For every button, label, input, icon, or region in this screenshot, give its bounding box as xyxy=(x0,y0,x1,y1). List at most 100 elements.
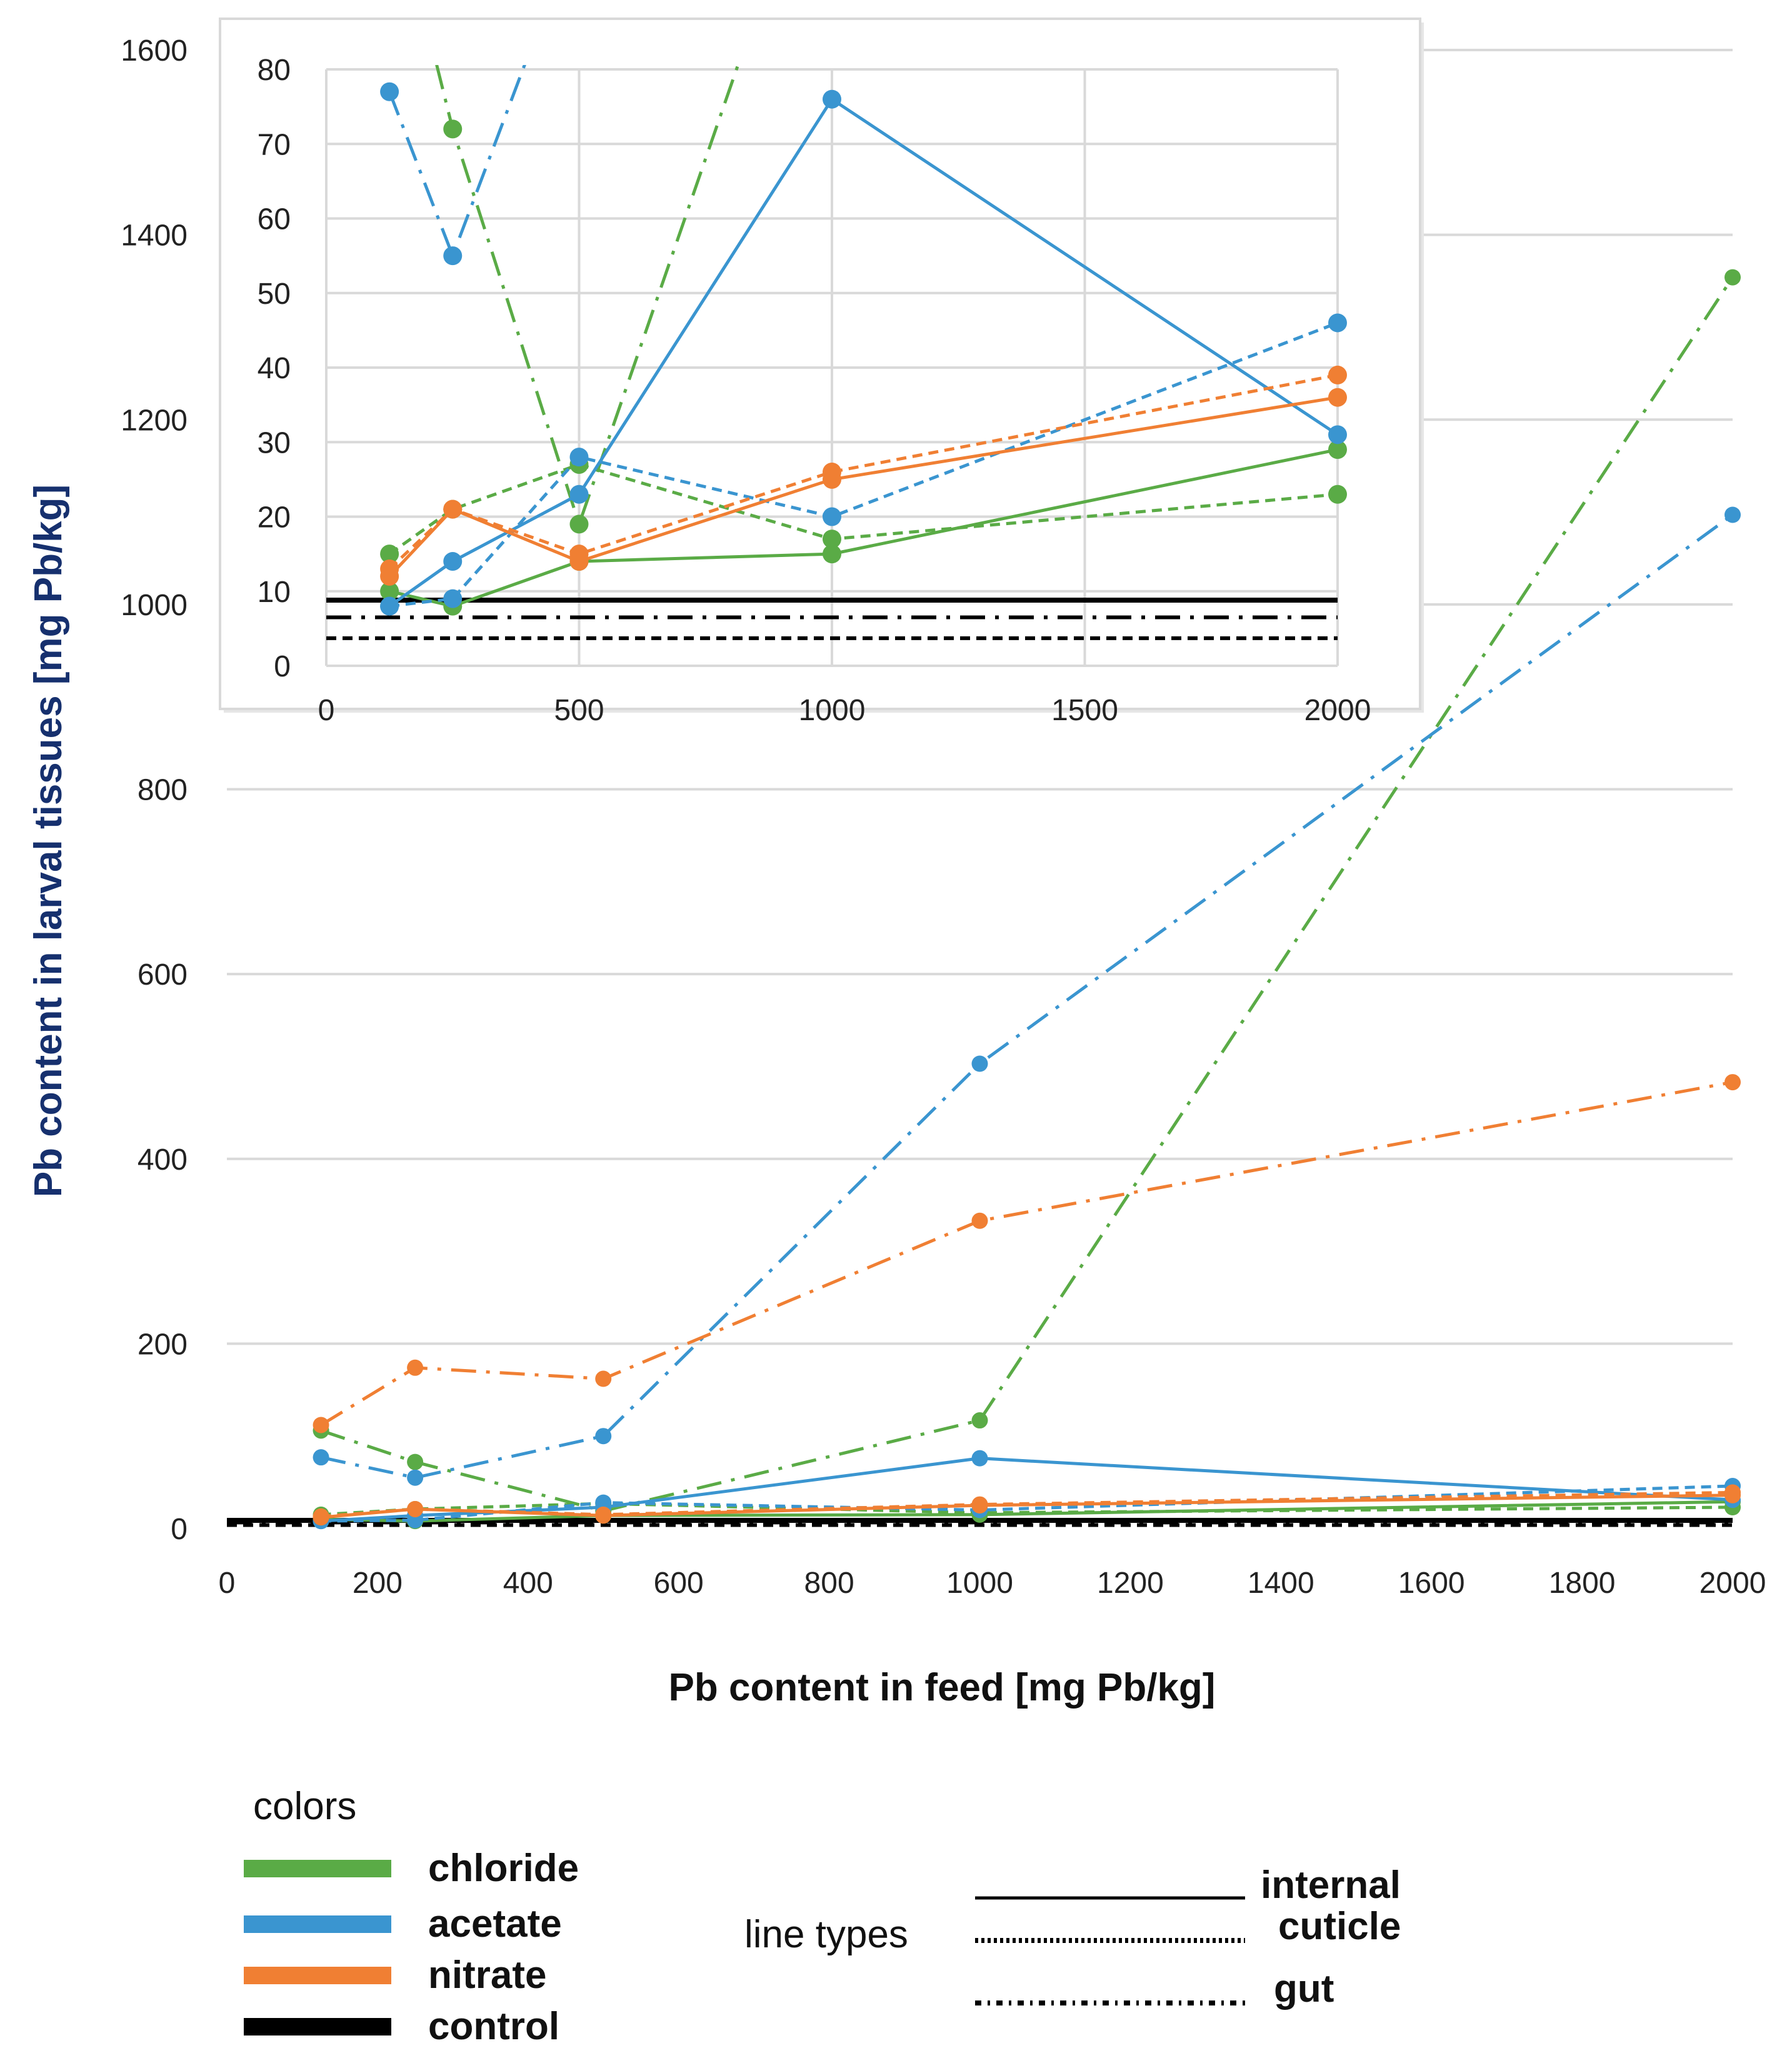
inset-acetate-internal-point xyxy=(443,552,463,571)
inset-y-tick-labels: 0 10 20 30 40 50 60 70 80 xyxy=(258,54,291,683)
main-nitrate-gut-line xyxy=(320,1080,1733,1427)
main-y-tick-label: 600 xyxy=(138,958,188,991)
inset-series xyxy=(326,65,1347,640)
y-axis-title: Pb content in larval tissues [mg Pb/kg] xyxy=(27,484,70,1197)
legend-colors-title: colors xyxy=(253,1785,356,1828)
main-nitrate-gut-point xyxy=(971,1212,988,1229)
main-nitrate-gut-point xyxy=(595,1370,612,1387)
inset-acetate-cuticle-point xyxy=(1328,313,1347,333)
inset-chloride-internal-point xyxy=(380,581,399,601)
main-chloride-gut-point xyxy=(971,1412,988,1429)
main-x-tick-label: 1600 xyxy=(1398,1567,1465,1600)
inset-chloride-internal-point xyxy=(823,545,841,564)
inset-x-tick-label: 0 xyxy=(318,694,335,727)
main-series xyxy=(227,269,1741,1530)
main-x-tick-label: 400 xyxy=(503,1567,553,1600)
main-nitrate-gut-point xyxy=(1724,1074,1741,1091)
main-acetate-internal-point xyxy=(971,1450,988,1467)
inset-acetate-cuticle-point xyxy=(569,448,589,467)
inset-y-tick-label: 50 xyxy=(258,278,291,311)
main-acetate-gut-point xyxy=(1724,506,1741,523)
main-x-tick-label: 1200 xyxy=(1097,1567,1164,1600)
inset-acetate-gut-point xyxy=(380,82,399,101)
main-y-tick-label: 1000 xyxy=(121,589,188,622)
main-y-tick-label: 200 xyxy=(138,1328,188,1361)
inset-chloride-gut-point xyxy=(443,119,463,139)
legend-label-control: control xyxy=(428,2005,559,2048)
main-nitrate-cuticle-point xyxy=(595,1506,612,1523)
main-nitrate-gut-point xyxy=(313,1417,329,1433)
legend-swatch-chloride xyxy=(244,1860,391,1877)
legend-line-label-gut: gut xyxy=(1274,1967,1334,2010)
main-y-tick-label: 1400 xyxy=(121,219,188,253)
main-x-tick-label: 2000 xyxy=(1699,1567,1766,1600)
inset-acetate-gut-line xyxy=(388,65,526,261)
main-y-tick-label: 800 xyxy=(138,774,188,807)
legend-swatch-acetate xyxy=(244,1915,391,1933)
inset-y-tick-label: 20 xyxy=(258,501,291,535)
x-axis-title: Pb content in feed [mg Pb/kg] xyxy=(669,1666,1216,1709)
inset-chloride-gut-point xyxy=(569,514,589,534)
inset-nitrate-cuticle-point xyxy=(443,499,463,519)
main-acetate-gut-point xyxy=(407,1469,424,1486)
inset-y-tick-label: 30 xyxy=(258,426,291,459)
inset-nitrate-cuticle-point xyxy=(823,462,841,481)
inset-nitrate-cuticle-point xyxy=(1328,365,1347,384)
legend-label-acetate: acetate xyxy=(428,1902,562,1945)
inset-acetate-gut-point xyxy=(443,246,463,266)
main-x-tick-label: 0 xyxy=(219,1567,236,1600)
main-nitrate-cuticle-point xyxy=(407,1500,424,1517)
legend-colors: chloride acetate nitrate control xyxy=(244,1847,579,2048)
inset-x-tick-label: 2000 xyxy=(1304,694,1371,727)
inset-chloride-cuticle-point xyxy=(1328,484,1347,504)
inset-x-tick-labels: 0 500 1000 1500 2000 xyxy=(318,694,1371,727)
main-acetate-gut-point xyxy=(971,1055,988,1072)
legend-line-label-internal: internal xyxy=(1261,1864,1401,1907)
main-nitrate-cuticle-point xyxy=(971,1496,988,1513)
main-x-tick-label: 800 xyxy=(804,1567,854,1600)
legend-line-label-cuticle: cuticle xyxy=(1278,1905,1401,1948)
legend-swatch-control xyxy=(244,2018,391,2035)
inset-chloride-cuticle-point xyxy=(823,530,841,549)
inset-y-tick-label: 10 xyxy=(258,576,291,609)
inset-x-tick-label: 1000 xyxy=(799,694,866,727)
inset-acetate-internal-point xyxy=(1328,425,1347,444)
main-y-tick-label: 1200 xyxy=(121,404,188,437)
main-acetate-gut-line xyxy=(321,513,1734,1480)
main-nitrate-gut-point xyxy=(407,1359,424,1376)
inset-acetate-cuticle-point xyxy=(823,507,841,526)
main-chloride-gut-point xyxy=(1724,269,1741,286)
inset-nitrate-cuticle-point xyxy=(380,559,399,578)
inset-acetate-internal-point xyxy=(569,484,589,504)
inset-acetate-cuticle-point xyxy=(380,596,399,616)
main-y-tick-label: 0 xyxy=(171,1513,188,1546)
main-x-tick-label: 1800 xyxy=(1549,1567,1616,1600)
legend-label-chloride: chloride xyxy=(428,1847,579,1890)
main-y-tick-labels: 0 200 400 600 800 1000 1200 1400 1600 xyxy=(121,34,188,1546)
main-acetate-gut-point xyxy=(595,1428,612,1445)
main-acetate-cuticle-point xyxy=(595,1494,612,1511)
inset-chart: 0 10 20 30 40 50 60 70 80 0 500 1000 1500 2000 xyxy=(219,18,1424,727)
main-acetate-gut-point xyxy=(313,1449,329,1466)
legend-line-types-title: line types xyxy=(744,1913,908,1956)
inset-y-tick-label: 0 xyxy=(274,650,291,683)
main-chloride-gut-point xyxy=(407,1453,424,1470)
inset-x-tick-label: 1500 xyxy=(1051,694,1118,727)
main-x-tick-labels: 0 200 400 600 800 1000 1200 1400 1600 1800 2000 xyxy=(219,1567,1766,1600)
legend-label-nitrate: nitrate xyxy=(428,1954,546,1997)
inset-y-tick-label: 70 xyxy=(258,128,291,161)
inset-acetate-cuticle-point xyxy=(443,589,463,608)
inset-nitrate-cuticle-point xyxy=(569,545,589,564)
legend-swatch-nitrate xyxy=(244,1967,391,1984)
main-x-tick-label: 600 xyxy=(654,1567,704,1600)
legend: colors chloride acetate nitrate control lin… xyxy=(244,1785,1401,2048)
inset-x-tick-label: 500 xyxy=(554,694,604,727)
main-x-tick-label: 1000 xyxy=(946,1567,1013,1600)
main-y-tick-label: 1600 xyxy=(121,34,188,68)
main-x-tick-label: 1400 xyxy=(1248,1567,1314,1600)
inset-y-tick-label: 40 xyxy=(258,352,291,385)
main-x-tick-label: 200 xyxy=(353,1567,403,1600)
main-nitrate-cuticle-point xyxy=(313,1508,329,1525)
